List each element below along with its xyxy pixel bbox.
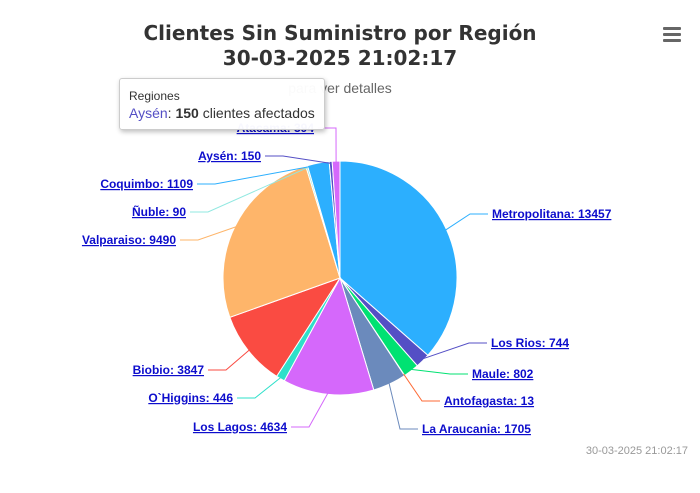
pie-slice-los-lagos[interactable] [283, 276, 375, 396]
connector-metropolitana [444, 213, 488, 232]
connector-los-lagos [291, 392, 329, 428]
data-label-maule[interactable]: Maule: 802 [472, 367, 534, 381]
tooltip-point-name: Aysén [129, 105, 168, 121]
connector-nuble [190, 167, 308, 213]
connector-aysen [265, 155, 331, 164]
data-label-los-lagos[interactable]: Los Lagos: 4634 [193, 420, 287, 434]
pie-slice-valparaiso[interactable] [222, 165, 341, 318]
hamburger-menu-icon[interactable] [660, 24, 684, 44]
tooltip-value: 150 [175, 105, 199, 121]
connector-coquimbo [197, 164, 319, 185]
connector-atacama [318, 127, 337, 164]
data-label-biobio[interactable]: Biobio: 3847 [133, 363, 205, 377]
data-label-coquimbo[interactable]: Coquimbo: 1109 [100, 177, 193, 191]
data-label-metropolitana[interactable]: Metropolitana: 13457 [492, 207, 612, 221]
tooltip-body: Aysén: 150 clientes afectados [129, 105, 315, 121]
data-label-o-higgins[interactable]: O`Higgins: 446 [148, 391, 233, 405]
data-label-los-rios[interactable]: Los Rios: 744 [491, 336, 569, 350]
connector-antofagasta [403, 373, 440, 402]
connector-los-rios [421, 342, 487, 360]
tooltip-header: Regiones [129, 89, 180, 103]
data-label-la-araucania[interactable]: La Araucania: 1705 [422, 422, 531, 436]
connector-valparaiso [180, 225, 238, 241]
data-label-nuble[interactable]: Ñuble: 90 [132, 204, 186, 219]
data-label-valparaiso[interactable]: Valparaiso: 9490 [82, 233, 176, 247]
connector-biobio [208, 349, 251, 371]
chart-title: Clientes Sin Suministro por Región [143, 21, 537, 45]
tooltip-suffix: clientes afectados [202, 105, 315, 121]
connector-maule [409, 368, 468, 375]
chart-tooltip: Regiones Aysén: 150 clientes afectados [119, 78, 325, 130]
data-label-antofagasta[interactable]: Antofagasta: 13 [444, 394, 534, 408]
chart-credit-timestamp: 30-03-2025 21:02:17 [585, 445, 688, 457]
data-label-aysen[interactable]: Aysén: 150 [198, 149, 261, 163]
connector-o-higgins [237, 376, 282, 399]
chart-title-date: 30-03-2025 21:02:17 [222, 46, 458, 70]
connector-la-araucania [388, 381, 418, 430]
